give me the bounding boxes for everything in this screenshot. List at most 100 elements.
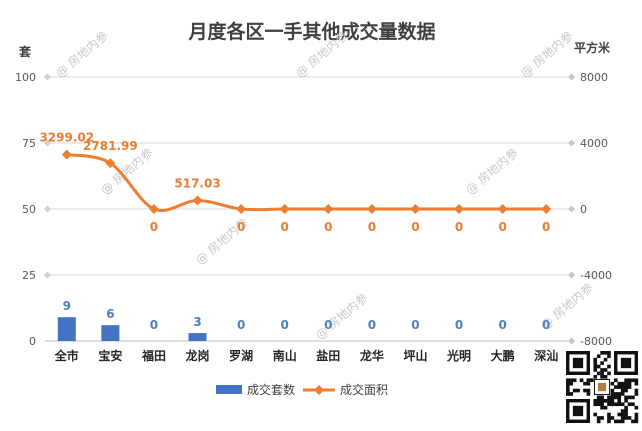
qr-module — [593, 399, 598, 403]
qr-module — [610, 395, 615, 400]
qr-module — [617, 392, 622, 396]
bar-data-label: 9 — [63, 299, 71, 313]
right-tick-marker — [568, 73, 575, 81]
qr-module — [603, 399, 608, 403]
qr-module — [624, 405, 628, 410]
qr-module — [607, 402, 611, 407]
qr-module — [614, 419, 618, 424]
line-series — [61, 149, 552, 214]
line-data-label: 0 — [324, 220, 332, 234]
line-data-label: 0 — [368, 220, 376, 234]
qr-finder-core — [572, 405, 584, 417]
right-tick-marker — [568, 271, 575, 279]
qr-module — [593, 364, 598, 369]
qr-module — [583, 388, 587, 393]
qr-module — [607, 416, 611, 420]
qr-module — [590, 378, 594, 383]
qr-module — [624, 409, 628, 413]
qr-module — [566, 381, 570, 386]
right-tick-marker — [568, 205, 575, 213]
qr-module — [603, 357, 608, 362]
x-tick-label: 盐田 — [316, 348, 340, 363]
qr-module — [614, 402, 618, 407]
line-data-label: 0 — [411, 220, 419, 234]
line-point-全市 — [61, 149, 72, 160]
qr-module — [600, 402, 604, 407]
left-axis: 0 25 50 75 100 — [15, 71, 51, 348]
qr-module — [607, 351, 611, 355]
qr-module — [614, 378, 618, 383]
qr-module — [634, 412, 639, 417]
qr-module — [610, 392, 615, 396]
bar-宝安 — [101, 325, 120, 341]
qr-module — [624, 381, 628, 386]
qr-module — [627, 378, 632, 383]
qr-module — [596, 402, 601, 407]
line-point-宝安 — [105, 158, 116, 169]
qr-module — [607, 412, 611, 417]
qr-module — [634, 419, 639, 424]
qr-module — [566, 388, 570, 393]
qr-module — [620, 385, 625, 389]
line-data-label: 0 — [150, 220, 158, 234]
qr-module — [596, 395, 601, 400]
left-axis-unit: 套 — [18, 44, 32, 59]
qr-module — [624, 416, 628, 420]
legend-swatch-marker — [314, 385, 324, 395]
bar-data-label: 3 — [193, 315, 201, 329]
x-tick-label: 光明 — [446, 348, 471, 363]
x-tick-label: 大鹏 — [491, 348, 515, 363]
qr-module — [600, 416, 604, 420]
qr-module — [607, 419, 611, 424]
line-point-深汕 — [541, 204, 552, 214]
bar-data-label: 6 — [106, 307, 114, 321]
line-data-label: 2781.99 — [83, 139, 138, 153]
qr-module — [600, 368, 604, 372]
qr-module — [620, 392, 625, 396]
qr-module — [566, 378, 570, 383]
qr-module — [614, 392, 618, 396]
line-point-南山 — [279, 204, 290, 214]
qr-module — [627, 395, 632, 400]
line-data-label: 517.03 — [174, 176, 220, 190]
qr-module — [569, 381, 574, 386]
line-point-福田 — [148, 204, 159, 214]
left-tick-label: 25 — [22, 269, 36, 282]
qr-module — [624, 399, 628, 403]
qr-module — [600, 351, 604, 355]
right-tick-label: -8000 — [580, 335, 612, 348]
qr-module — [617, 412, 622, 417]
qr-module — [607, 399, 611, 403]
qr-module — [614, 395, 618, 400]
line-data-label: 0 — [455, 220, 463, 234]
bar-data-label: 0 — [368, 318, 376, 332]
bar-全市 — [57, 317, 76, 341]
right-tick-label: 0 — [580, 203, 587, 216]
x-tick-label: 全市 — [54, 348, 79, 363]
qr-module — [593, 368, 598, 372]
qr-module — [600, 395, 604, 400]
qr-module — [600, 399, 604, 403]
qr-module — [586, 392, 591, 396]
bar-龙岗 — [188, 333, 207, 341]
qr-module — [627, 416, 632, 420]
qr-module — [593, 375, 598, 379]
right-tick-label: 4000 — [580, 137, 608, 150]
line-data-label: 0 — [542, 220, 550, 234]
x-tick-label: 罗湖 — [229, 348, 253, 363]
right-tick-label: 8000 — [580, 71, 608, 84]
qr-module — [596, 419, 601, 424]
line-point-大鹏 — [497, 204, 508, 214]
line-point-龙华 — [366, 204, 377, 214]
qr-module — [566, 385, 570, 389]
qr-module — [603, 405, 608, 410]
chart-title: 月度各区一手其他成交量数据 — [187, 20, 435, 43]
line-point-罗湖 — [236, 204, 247, 214]
qr-module — [610, 399, 615, 403]
qr-module — [617, 399, 622, 403]
qr-module — [631, 402, 635, 407]
x-tick-label: 龙岗 — [186, 348, 210, 363]
qr-module — [569, 392, 574, 396]
left-tick-marker — [44, 139, 51, 147]
qr-module — [572, 378, 577, 383]
